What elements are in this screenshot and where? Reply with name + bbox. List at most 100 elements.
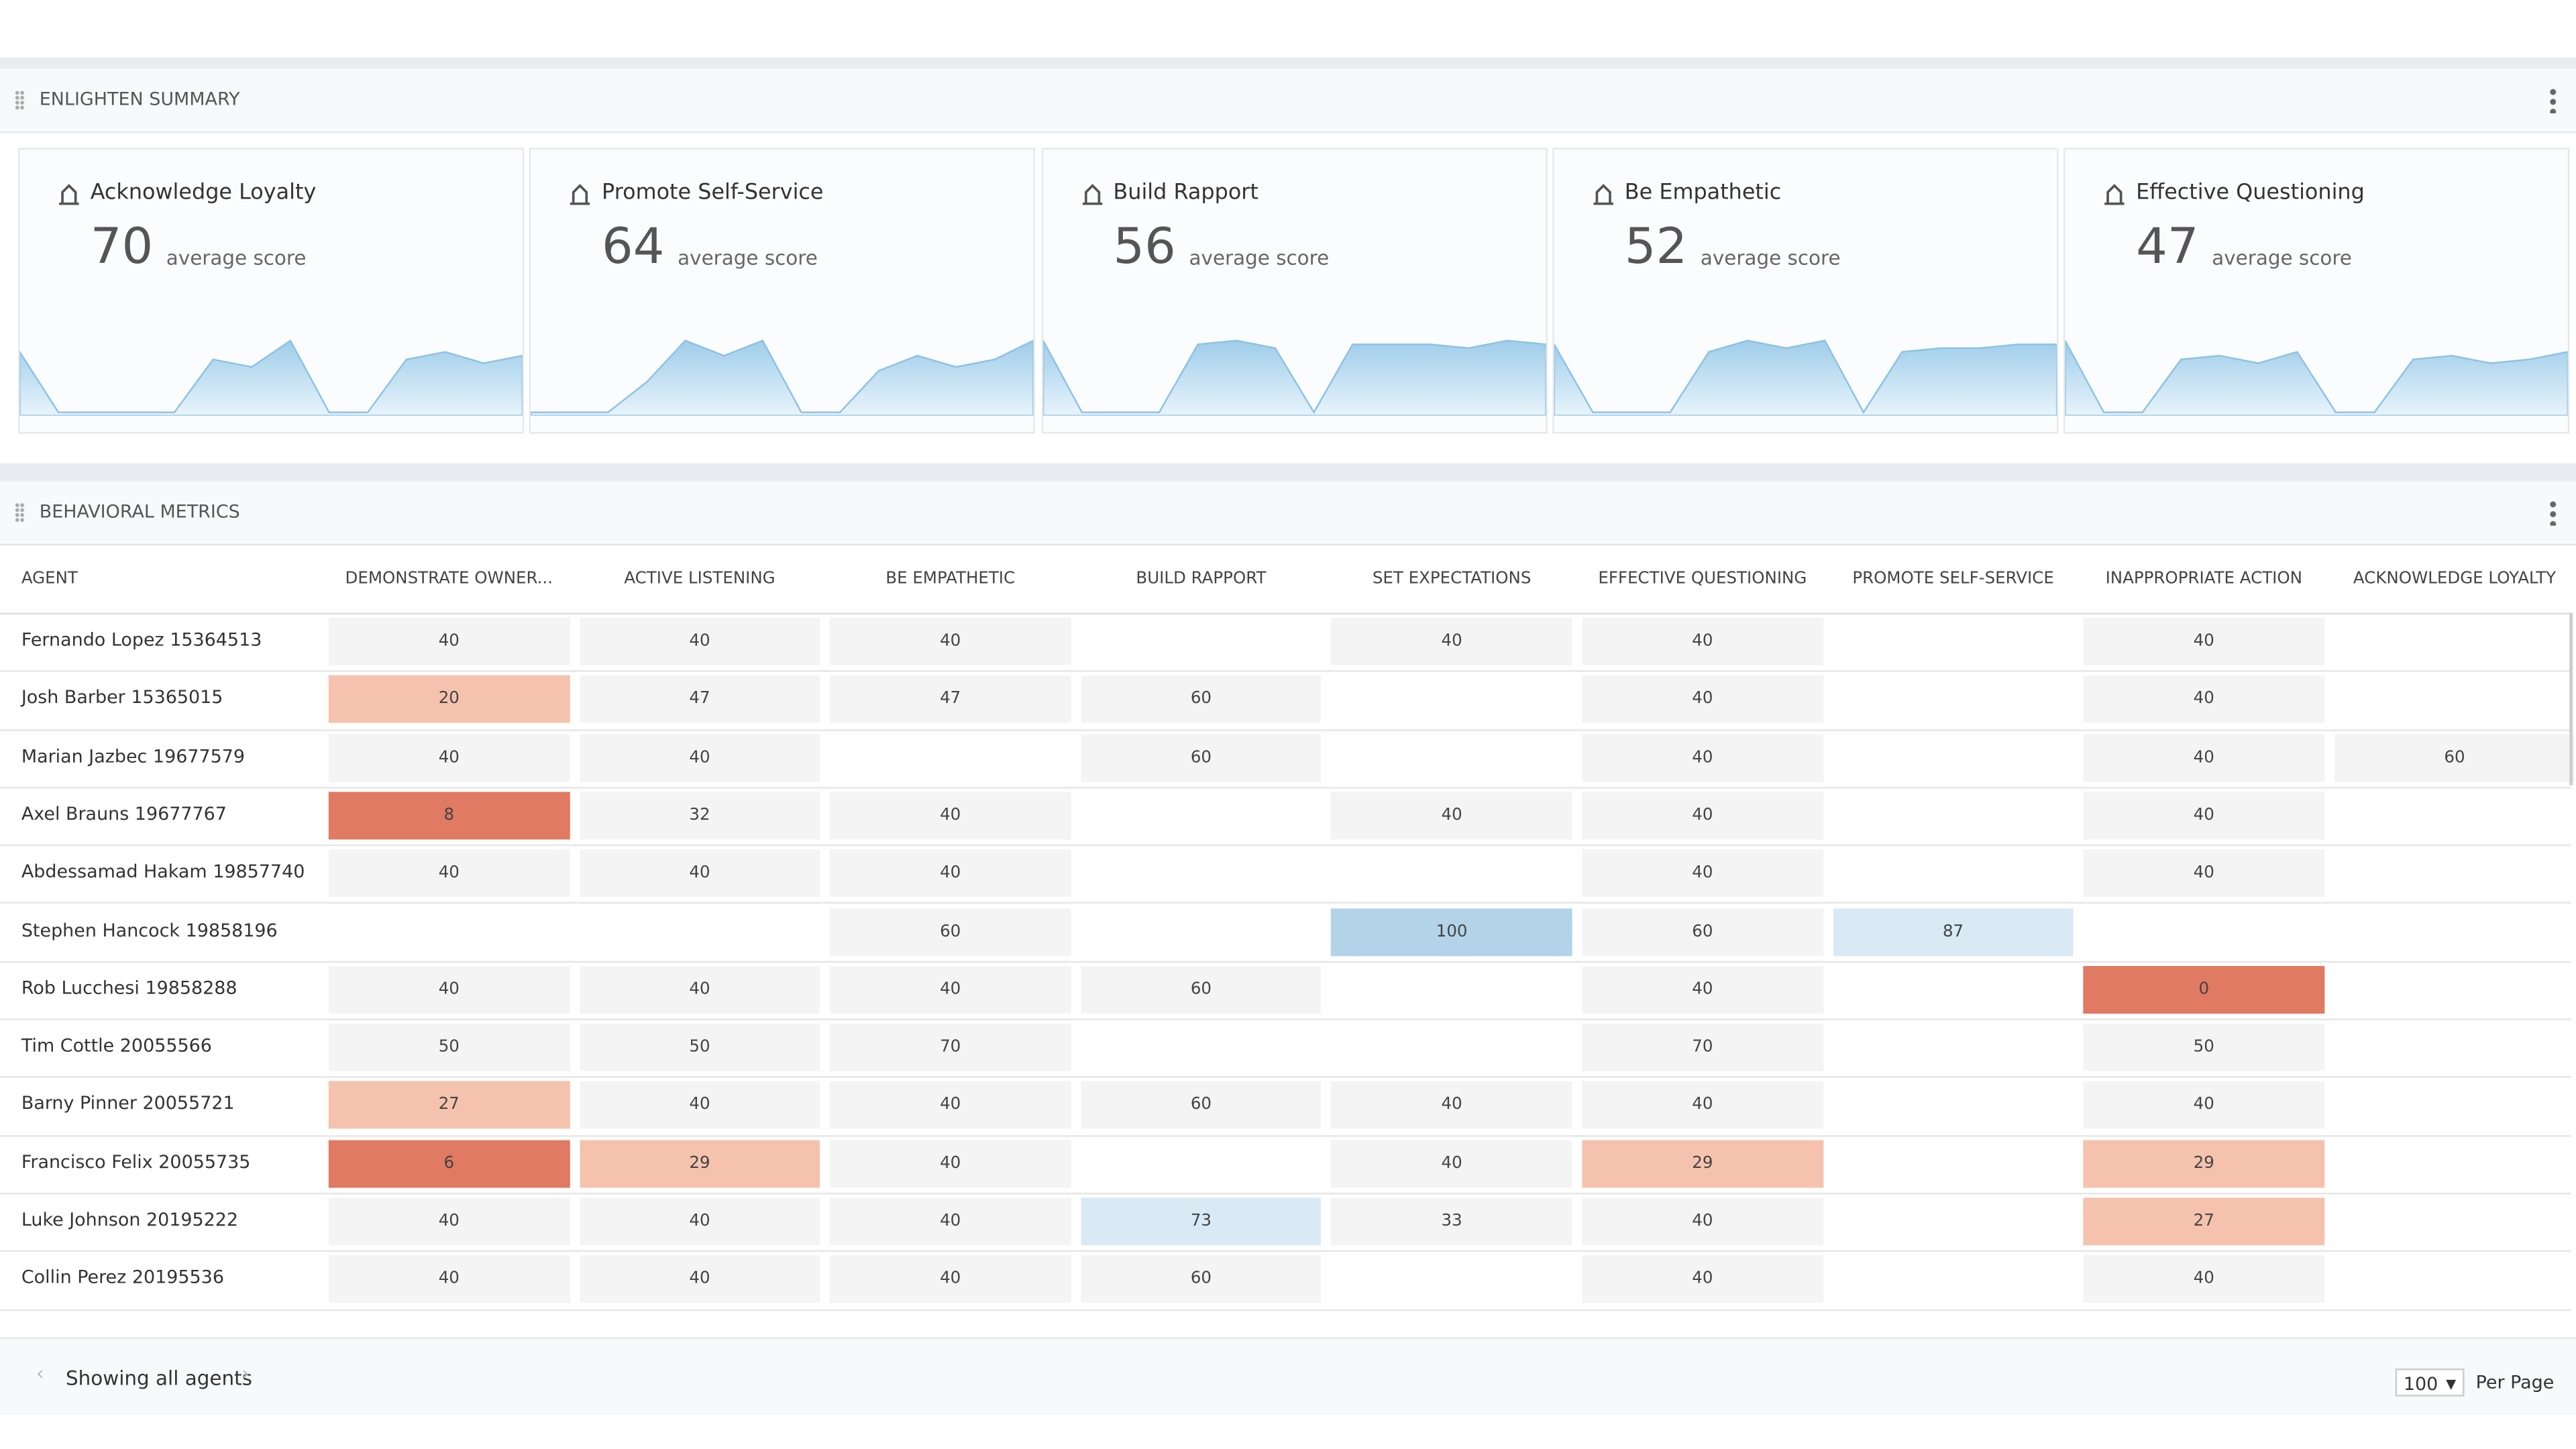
metric-cell: 40 [328,1197,570,1246]
card-caption: average score [1700,246,1841,270]
summary-header: ENLIGHTEN SUMMARY [0,68,2576,133]
metric-cell: 40 [830,849,1071,898]
metric-cell: 40 [579,1255,820,1303]
drag-handle[interactable] [15,502,25,523]
table-row: Luke Johnson 20195222 40 40 40 73 33 40 27 [0,1193,2571,1252]
card-score: 64 [602,218,665,276]
metric-cell: 40 [2083,1081,2324,1130]
sparkline-area [531,339,1034,416]
metric-cell: 40 [579,617,820,665]
table-row: Tim Cottle 20055566 50 50 70 70 50 [0,1019,2571,1079]
sparkline [1042,339,1546,416]
dropdown-arrow: ▼ [2446,1377,2457,1392]
metric-cell: 40 [1582,792,1823,840]
metric-cell: 60 [1080,1255,1322,1303]
table-row: Stephen Hancock 19858196 60 100 60 87 [0,903,2571,963]
metric-cell: 40 [1331,792,1572,840]
panel-menu[interactable] [2549,499,2557,526]
metric-cell: 40 [328,849,570,898]
metric-cell: 40 [328,733,570,782]
metric-cell: 60 [1080,965,1322,1014]
metric-cell: 8 [328,792,570,840]
card-caption: average score [678,246,818,270]
column-header: INAPPROPRIATE ACTION [2105,570,2303,588]
agent-name: Axel Brauns 19677767 [21,803,227,825]
drag-handle[interactable] [15,90,25,111]
metric-cell: 40 [2083,792,2324,840]
icon-shape [570,184,590,205]
metric-cell: 70 [830,1023,1071,1071]
column-header: BE EMPATHETIC [885,570,1016,588]
agent-name: Stephen Hancock 19858196 [21,919,278,941]
metric-cell: 0 [2083,965,2324,1014]
metric-cell: 6 [328,1139,570,1187]
card-score: 56 [1113,218,1176,276]
agent-name: Tim Cottle 20055566 [21,1035,212,1057]
metric-cell: 40 [1582,617,1823,665]
card-title: Promote Self-Service [602,180,824,206]
metric-cell: 40 [2083,617,2324,665]
metric-cell: 40 [830,792,1071,840]
icon-shape [1081,184,1102,205]
table-row: Josh Barber 15365015 20 47 47 60 40 40 [0,671,2571,731]
metric-cell: 40 [830,1197,1071,1246]
icon-shape [59,184,79,205]
metric-cell: 50 [2083,1023,2324,1071]
metric-cell: 29 [2083,1139,2324,1187]
prev-page[interactable]: ‹ [36,1362,44,1385]
metric-cell: 60 [1080,676,1322,724]
column-header: ACKNOWLEDGE LOYALTY [2353,570,2557,588]
summary-card: Acknowledge Loyalty 70 average score [17,148,525,434]
metric-cell: 40 [2083,676,2324,724]
metric-cell: 40 [830,1081,1071,1130]
metric-cell: 40 [579,849,820,898]
metric-cell: 40 [1582,1197,1823,1246]
panel-title: BEHAVIORAL METRICS [39,500,240,523]
panel-menu[interactable] [2549,87,2557,113]
metric-cell: 60 [1080,1081,1322,1130]
agent-name: Josh Barber 15365015 [21,687,223,709]
card-title: Be Empathetic [1624,180,1782,206]
status: Showing all agents [65,1366,252,1390]
agent-name: Fernando Lopez 15364513 [21,629,262,651]
metric-cell: 100 [1331,908,1572,956]
card-caption: average score [166,246,307,270]
metric-cell: 73 [1080,1197,1322,1246]
metric-cell: 50 [328,1023,570,1071]
card-title: Effective Questioning [2136,180,2365,206]
metric-cell: 50 [579,1023,820,1071]
agent-name: Francisco Felix 20055735 [21,1150,251,1173]
next-page[interactable]: › [241,1362,250,1385]
table-row: Rob Lucchesi 19858288 40 40 40 60 40 0 [0,961,2571,1021]
page-size-select[interactable]: 100 ▼ [2395,1368,2465,1397]
metric-cell: 40 [579,1197,820,1246]
summary-card: Promote Self-Service 64 average score [529,148,1036,434]
metric-cell: 40 [1582,1255,1823,1303]
metric-cell: 20 [328,676,570,724]
metric-cell: 60 [1582,908,1823,956]
column-header: BUILD RAPPORT [1136,570,1267,588]
metric-cell: 40 [2083,1255,2324,1303]
column-header: DEMONSTRATE OWNER... [345,570,553,588]
card-icon [1593,184,1613,205]
agent-name: Barny Pinner 20055721 [21,1093,235,1115]
card-title: Acknowledge Loyalty [90,180,317,206]
column-header: EFFECTIVE QUESTIONING [1598,570,1807,588]
card-score: 47 [2136,218,2199,276]
card-score: 70 [90,218,154,276]
column-header: PROMOTE SELF-SERVICE [1852,570,2054,588]
metrics-header: BEHAVIORAL METRICS [0,481,2576,546]
card-title: Build Rapport [1113,180,1258,206]
metric-cell: 60 [1080,733,1322,782]
header-border [0,612,2571,614]
metric-cell: 40 [328,1255,570,1303]
metric-cell: 70 [1582,1023,1823,1071]
sparkline-area [1042,339,1546,416]
column-header: AGENT [21,570,78,588]
summary-card: Build Rapport 56 average score [1040,148,1547,434]
metric-cell: 40 [579,965,820,1014]
metric-cell: 40 [1331,1139,1572,1187]
page-size-label: Per Page [2475,1371,2555,1393]
metric-cell: 40 [830,617,1071,665]
